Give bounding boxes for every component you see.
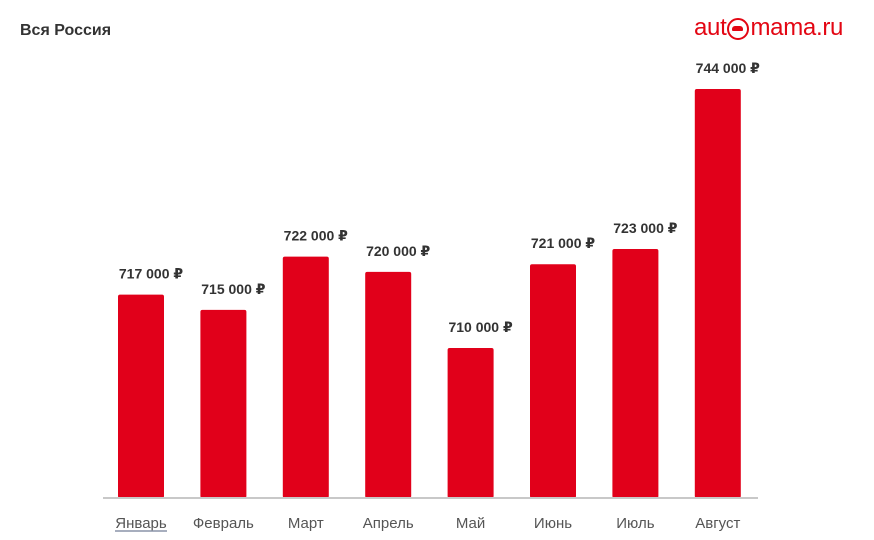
value-label-7: 723 000 ₽: [613, 220, 677, 236]
value-label-1: 717 000 ₽: [119, 266, 183, 282]
value-label-5: 710 000 ₽: [448, 319, 512, 335]
bar-8: [694, 89, 741, 498]
category-label-3: Март: [288, 515, 324, 532]
logo-text-left: aut: [694, 14, 727, 41]
value-labels-group: 717 000 ₽ 715 000 ₽ 722 000 ₽ 720 000 ₽ 710 …: [119, 60, 760, 335]
value-label-3: 722 000 ₽: [284, 228, 348, 244]
bar-6: [530, 264, 576, 498]
category-label-5: Май: [456, 515, 485, 532]
automama-logo[interactable]: aut mama.ru: [694, 14, 843, 42]
logo-text-right: mama.ru: [750, 14, 844, 41]
value-label-2: 715 000 ₽: [201, 281, 265, 297]
category-label-2: Февраль: [193, 515, 254, 532]
category-labels-group: Январь Февраль Март Апрель Май Июнь Июль Август: [115, 515, 740, 532]
value-label-4: 720 000 ₽: [366, 243, 430, 259]
bars-group: [118, 89, 741, 498]
car-icon: [727, 18, 750, 40]
bar-7: [612, 248, 659, 498]
bar-2: [200, 309, 247, 498]
bar-4: [365, 271, 412, 498]
category-label-4: Апрель: [363, 515, 414, 532]
bar-1: [118, 294, 164, 498]
category-label-6: Июнь: [534, 515, 572, 532]
value-label-8: 744 000 ₽: [696, 60, 760, 76]
chart-title: Вся Россия: [20, 22, 112, 39]
value-label-6: 721 000 ₽: [531, 235, 595, 251]
category-label-8: Август: [695, 515, 740, 532]
category-label-1: Январь: [115, 515, 167, 532]
bar-5: [447, 348, 494, 498]
category-label-7: Июль: [616, 515, 654, 532]
bar-3: [282, 256, 329, 498]
